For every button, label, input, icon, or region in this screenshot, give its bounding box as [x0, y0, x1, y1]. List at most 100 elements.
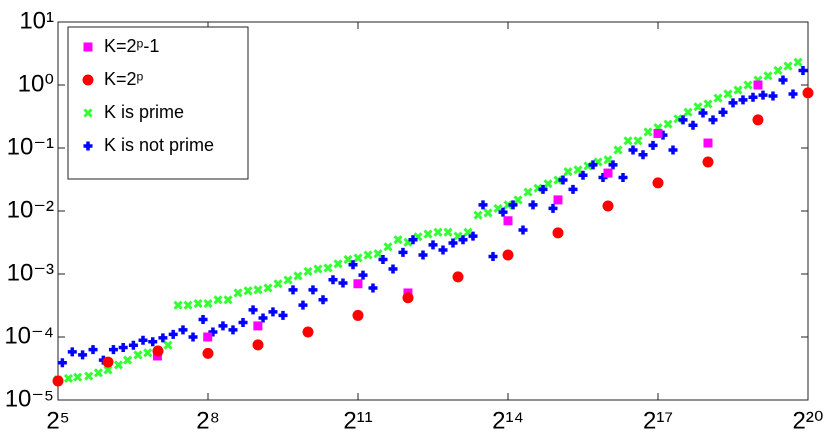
data-point: [293, 271, 303, 281]
y-tick-label: 10⁻¹: [7, 133, 54, 160]
data-point: [628, 145, 638, 155]
data-point: [728, 98, 738, 108]
data-point: [768, 91, 778, 101]
data-point: [753, 80, 763, 90]
x-tick-label: 2²⁰: [793, 407, 824, 434]
data-point: [168, 329, 178, 339]
data-point: [218, 321, 228, 331]
data-point: [313, 264, 323, 274]
legend-label: K is prime: [104, 102, 184, 122]
legend-marker: [83, 141, 93, 151]
data-point: [252, 339, 264, 351]
data-point: [143, 348, 153, 358]
legend-marker: [83, 42, 93, 52]
data-point: [678, 115, 688, 125]
data-point: [448, 238, 458, 248]
data-point: [643, 127, 653, 137]
y-tick-label: 10⁻²: [7, 196, 54, 223]
data-point: [443, 227, 453, 237]
data-point: [743, 80, 753, 90]
data-point: [633, 136, 643, 146]
data-point: [73, 372, 83, 382]
data-point: [93, 368, 103, 378]
data-point: [278, 310, 288, 320]
data-point: [152, 345, 164, 357]
data-point: [563, 167, 573, 177]
y-tick-label: 10⁻⁴: [4, 322, 54, 349]
data-point: [352, 309, 364, 321]
data-point: [368, 283, 378, 293]
data-point: [84, 371, 94, 381]
data-point: [88, 345, 98, 355]
data-point: [243, 286, 253, 296]
data-point: [343, 254, 353, 265]
data-point: [573, 165, 583, 175]
data-point: [553, 175, 563, 185]
data-point: [648, 140, 658, 150]
data-point: [703, 138, 713, 148]
data-point: [288, 285, 298, 295]
data-point: [788, 89, 798, 99]
data-point: [802, 87, 814, 99]
y-tick-label: 10⁰: [18, 70, 54, 97]
data-point: [652, 177, 664, 189]
data-point: [163, 340, 173, 350]
data-point: [703, 99, 713, 109]
data-point: [553, 195, 563, 205]
data-point: [408, 235, 418, 245]
data-point: [503, 216, 513, 226]
data-point: [558, 175, 568, 185]
data-point: [323, 263, 333, 273]
data-point: [103, 365, 113, 375]
data-point: [348, 260, 358, 270]
data-point: [723, 89, 733, 99]
data-point: [102, 356, 114, 368]
data-point: [138, 335, 148, 345]
data-point: [518, 225, 528, 235]
data-point: [683, 107, 693, 117]
y-tick-label: 10⁻³: [7, 259, 54, 286]
data-point: [433, 227, 443, 237]
y-tick-label: 10¹: [19, 7, 54, 34]
data-point: [328, 275, 338, 285]
data-point: [373, 249, 383, 259]
data-point: [398, 247, 408, 257]
data-point: [318, 295, 328, 305]
data-point: [183, 300, 193, 310]
data-point: [502, 249, 514, 261]
data-point: [388, 264, 398, 274]
data-point: [108, 345, 118, 355]
data-point: [538, 184, 548, 194]
data-point: [738, 95, 748, 105]
data-point: [623, 136, 633, 146]
data-point: [778, 75, 788, 85]
data-point: [773, 65, 783, 76]
data-point: [308, 285, 318, 295]
data-point: [228, 325, 238, 335]
legend-label: K=2ᵖ-1: [104, 36, 159, 56]
legend-label: K is not prime: [104, 135, 214, 155]
data-point: [452, 271, 464, 283]
data-point: [238, 317, 248, 327]
data-point: [253, 285, 263, 295]
x-tick-label: 2⁸: [196, 407, 219, 434]
data-point: [273, 279, 283, 289]
data-point: [363, 250, 373, 260]
data-point: [248, 305, 258, 315]
data-point: [283, 275, 293, 285]
data-point: [473, 210, 483, 220]
data-point: [528, 200, 538, 210]
data-point: [148, 337, 158, 347]
data-point: [173, 300, 183, 310]
data-point: [752, 114, 764, 126]
data-point: [748, 92, 758, 102]
data-point: [733, 85, 743, 95]
x-tick-label: 2¹⁴: [492, 407, 524, 434]
data-point: [263, 283, 273, 293]
data-point: [303, 266, 313, 276]
data-point: [543, 179, 553, 189]
data-point: [383, 242, 393, 252]
data-point: [233, 288, 243, 298]
data-point: [793, 57, 803, 67]
